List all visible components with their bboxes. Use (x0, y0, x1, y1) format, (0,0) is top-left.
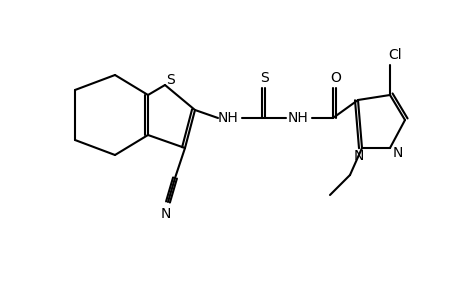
Text: S: S (166, 73, 175, 87)
Text: N: N (392, 146, 402, 160)
Text: NH: NH (287, 111, 308, 125)
Text: O: O (330, 71, 341, 85)
Text: N: N (353, 149, 364, 163)
Text: S: S (260, 71, 269, 85)
Text: NH: NH (217, 111, 238, 125)
Text: Cl: Cl (387, 48, 401, 62)
Text: N: N (161, 207, 171, 221)
